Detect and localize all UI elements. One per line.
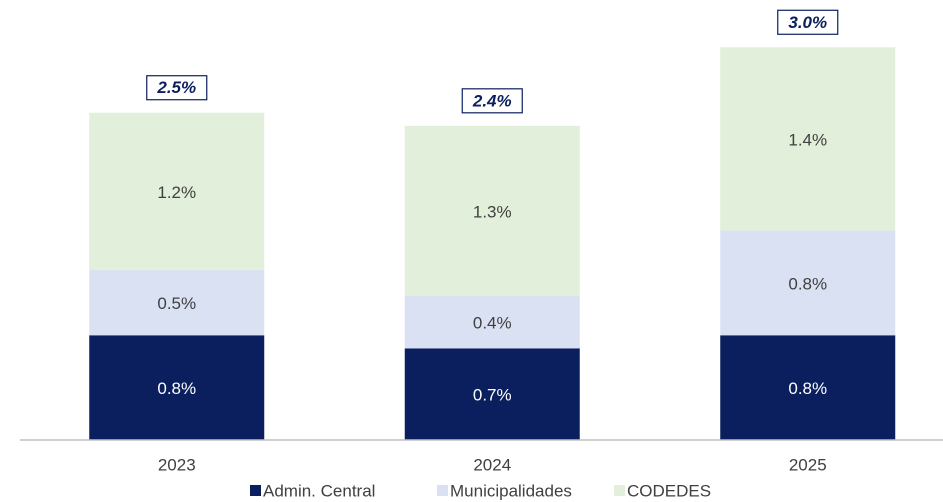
value-label: 0.8% bbox=[788, 379, 827, 398]
value-label: 0.5% bbox=[157, 294, 196, 313]
x-tick-label: 2025 bbox=[789, 455, 827, 474]
value-label: 0.8% bbox=[157, 379, 196, 398]
value-label: 0.8% bbox=[788, 274, 827, 293]
legend-swatch bbox=[437, 485, 448, 496]
bar-segment bbox=[89, 269, 265, 336]
bar-segment bbox=[404, 125, 580, 297]
value-label: 1.2% bbox=[157, 183, 196, 202]
value-label: 0.7% bbox=[473, 386, 512, 405]
total-box bbox=[777, 9, 839, 35]
value-label: 1.3% bbox=[473, 202, 512, 221]
legend-label: Municipalidades bbox=[450, 481, 572, 500]
x-tick-label: 2024 bbox=[473, 455, 511, 474]
bar-segment bbox=[720, 47, 896, 231]
bar-segment bbox=[89, 112, 265, 270]
bar-segment bbox=[89, 335, 265, 440]
legend-swatch bbox=[614, 485, 625, 496]
total-label: 3.0% bbox=[788, 13, 827, 32]
legend-label: CODEDES bbox=[627, 481, 711, 500]
bar-segment bbox=[720, 335, 896, 440]
value-label: 1.4% bbox=[788, 130, 827, 149]
bar-segment bbox=[404, 296, 580, 349]
value-label: 0.4% bbox=[473, 314, 512, 333]
x-tick-label: 2023 bbox=[158, 455, 196, 474]
bar-segment bbox=[720, 230, 896, 336]
legend-swatch bbox=[250, 485, 261, 496]
total-label: 2.4% bbox=[472, 91, 512, 110]
total-box bbox=[146, 75, 208, 101]
bar-segment bbox=[404, 348, 580, 440]
total-label: 2.5% bbox=[156, 78, 196, 97]
total-box bbox=[461, 88, 523, 114]
legend-label: Admin. Central bbox=[263, 481, 375, 500]
